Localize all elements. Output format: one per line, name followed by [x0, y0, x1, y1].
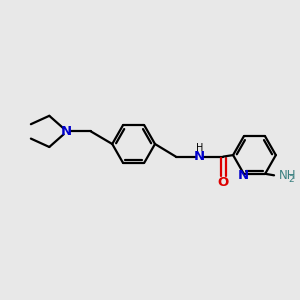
Text: N: N: [238, 169, 249, 182]
Text: 2: 2: [288, 175, 294, 184]
Text: N: N: [194, 150, 205, 163]
Text: H: H: [196, 142, 203, 153]
Text: O: O: [218, 176, 229, 190]
Text: N: N: [61, 125, 72, 138]
Text: NH: NH: [278, 169, 296, 182]
